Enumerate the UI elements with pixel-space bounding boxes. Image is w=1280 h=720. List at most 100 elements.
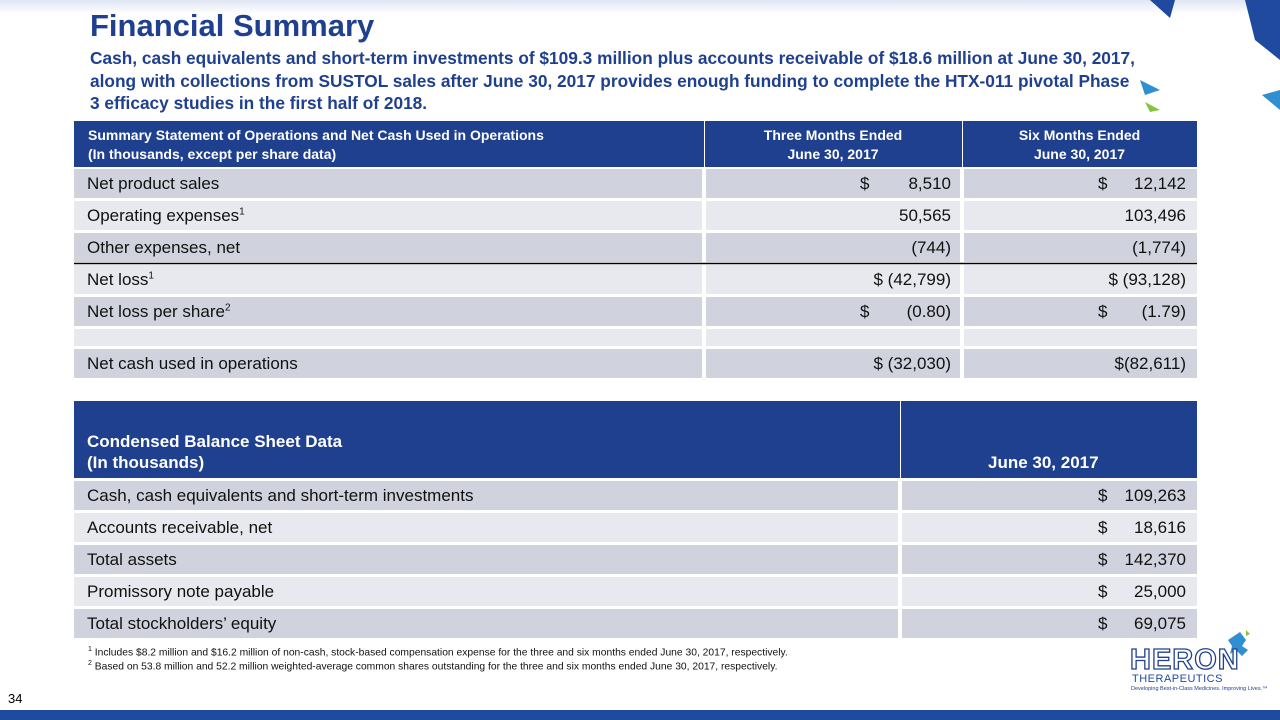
cell-value: 142,370 <box>1124 550 1186 569</box>
cell-value: 18,616 <box>1134 518 1186 537</box>
cell-value: $ (32,030) <box>873 354 952 373</box>
cell-value: 8,510 <box>908 174 951 193</box>
row-cell <box>706 265 960 294</box>
currency: $ <box>1098 486 1108 505</box>
row-cell <box>706 349 960 378</box>
divider <box>962 121 963 167</box>
row-cell <box>964 349 1197 378</box>
column-header: June 30, 2017 <box>988 453 1099 472</box>
label-text: Net loss per share <box>87 302 225 321</box>
currency: $ <box>1098 174 1108 193</box>
row-cell <box>902 545 1197 574</box>
cell-value: $(82,611) <box>1114 354 1186 373</box>
column-header: June 30, 2017 <box>1033 146 1126 162</box>
row-cell <box>706 297 960 326</box>
label-text: Net cash used in operations <box>87 354 298 373</box>
divider <box>900 401 901 478</box>
empty-row <box>74 329 702 346</box>
label-text: Net product sales <box>87 174 220 193</box>
row-cell <box>706 201 960 230</box>
footnote-text: Includes $8.2 million and $16.2 million … <box>94 647 788 659</box>
row-cell <box>902 481 1197 510</box>
currency: $ <box>1098 518 1108 537</box>
row-label: Other expenses, net <box>87 238 240 258</box>
row-cell <box>706 169 960 198</box>
cell-value: 103,496 <box>1124 206 1186 225</box>
label-text: Accounts receivable, net <box>87 518 273 537</box>
row-cell <box>706 233 960 262</box>
row-cell <box>74 545 898 574</box>
row-cell <box>902 577 1197 606</box>
header-label: Condensed Balance Sheet Data <box>87 432 343 451</box>
row-cell <box>74 577 898 606</box>
footnote-ref: 1 <box>239 206 245 218</box>
title: Financial Summary <box>90 8 375 43</box>
currency: $ <box>860 302 870 321</box>
column-header: Six Months Ended <box>1018 127 1141 143</box>
empty-row <box>964 329 1197 346</box>
currency: $ <box>1098 550 1108 569</box>
logo-subname: THERAPEUTICS <box>1132 673 1223 685</box>
row-cell <box>74 481 898 510</box>
empty-row <box>706 329 960 346</box>
cell-value: 12,142 <box>1134 174 1186 193</box>
row-cell <box>902 609 1197 638</box>
footnote: 2 Based on 53.8 million and 52.2 million… <box>88 660 777 672</box>
footnote-ref: 1 <box>148 270 154 282</box>
row-cell <box>964 297 1197 326</box>
row-label: Total stockholders’ equity <box>87 614 276 634</box>
row-label: Net loss1 <box>87 270 154 290</box>
subtitle: Cash, cash equivalents and short-term in… <box>90 48 1135 113</box>
row-cell <box>74 297 702 326</box>
currency: $ <box>860 174 870 193</box>
label-text: Total stockholders’ equity <box>87 614 277 633</box>
header-label: Summary Statement of Operations and Net … <box>88 127 544 143</box>
row-label: Net product sales <box>87 174 219 194</box>
footnote-mark: 2 <box>88 660 92 667</box>
row-cell <box>74 169 702 198</box>
row-cell <box>74 513 898 542</box>
currency: $ <box>1098 582 1108 601</box>
row-cell <box>74 201 702 230</box>
row-cell <box>74 349 702 378</box>
header-label: (In thousands, except per share data) <box>88 146 337 162</box>
row-cell <box>964 169 1197 198</box>
cell-value: $ (93,128) <box>1108 270 1187 289</box>
row-label: Promissory note payable <box>87 582 274 602</box>
page-number: 34 <box>8 691 23 706</box>
label-text: Other expenses, net <box>87 238 241 257</box>
footnote-mark: 1 <box>88 646 92 653</box>
row-cell <box>964 201 1197 230</box>
cell-value: (744) <box>911 238 951 257</box>
column-header: Three Months Ended <box>763 127 903 143</box>
label-text: Promissory note payable <box>87 582 275 601</box>
row-label: Accounts receivable, net <box>87 518 272 538</box>
label-text: Cash, cash equivalents and short-term in… <box>87 486 474 505</box>
logo-name: HERON <box>1129 643 1240 676</box>
row-cell <box>74 265 702 294</box>
divider <box>704 121 705 167</box>
balance-header <box>74 401 1197 478</box>
row-cell <box>902 513 1197 542</box>
row-cell <box>964 265 1197 294</box>
cell-value: 69,075 <box>1134 614 1186 633</box>
header-label: (In thousands) <box>87 453 205 472</box>
cell-value: (1,774) <box>1132 238 1186 257</box>
label-text: Operating expenses <box>87 206 240 225</box>
cell-value: (1.79) <box>1141 302 1186 321</box>
label-text: Total assets <box>87 550 177 569</box>
cell-value: 25,000 <box>1134 582 1186 601</box>
cell-value: 50,565 <box>899 206 951 225</box>
footnote-ref: 2 <box>224 302 231 314</box>
footnote: 1 Includes $8.2 million and $16.2 millio… <box>88 646 788 658</box>
label-text: Net loss <box>87 270 149 289</box>
cell-value: (0.80) <box>906 302 951 321</box>
row-label: Operating expenses1 <box>87 206 245 226</box>
row-label: Cash, cash equivalents and short-term in… <box>87 486 473 506</box>
row-label: Net cash used in operations <box>87 354 298 374</box>
footnote-text: Based on 53.8 million and 52.2 million w… <box>94 661 778 673</box>
cell-value: 109,263 <box>1124 486 1186 505</box>
currency: $ <box>1098 614 1108 633</box>
